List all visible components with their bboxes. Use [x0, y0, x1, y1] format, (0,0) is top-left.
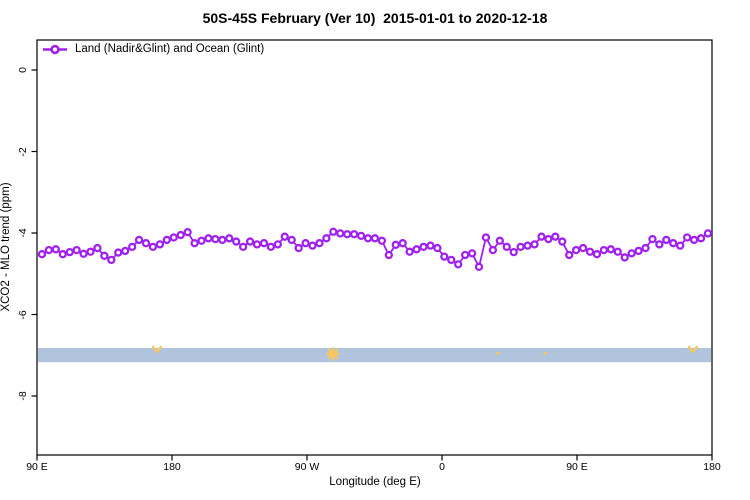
x-tick-label: 90 E	[26, 461, 48, 473]
chart-title: 50S-45S February (Ver 10) 2015-01-01 to …	[202, 10, 548, 26]
y-tick-label: -2	[17, 146, 29, 157]
y-axis-title: XCO2 - MLO trend (ppm)	[0, 182, 12, 312]
band-marks	[151, 345, 699, 361]
highlight-band	[38, 347, 711, 363]
y-tick-label: -4	[17, 228, 29, 238]
x-tick-label: 90 E	[566, 461, 588, 473]
data-series-line	[37, 227, 713, 271]
legend-line-icon	[43, 44, 67, 55]
x-tick-label: 90 W	[294, 461, 320, 473]
x-axis-title: Longitude (deg E)	[329, 476, 421, 488]
y-tick-label: -8	[17, 391, 29, 401]
plot-border	[36, 39, 713, 456]
y-tick-label: -6	[17, 309, 29, 320]
axis-tick-marks	[31, 69, 713, 461]
x-tick-label: 0	[439, 461, 445, 473]
y-tick-label: 0	[17, 67, 29, 73]
x-tick-label: 180	[703, 461, 721, 473]
x-tick-label: 180	[163, 461, 181, 473]
legend-label: Land (Nadir&Glint) and Ocean (Glint)	[75, 43, 265, 55]
